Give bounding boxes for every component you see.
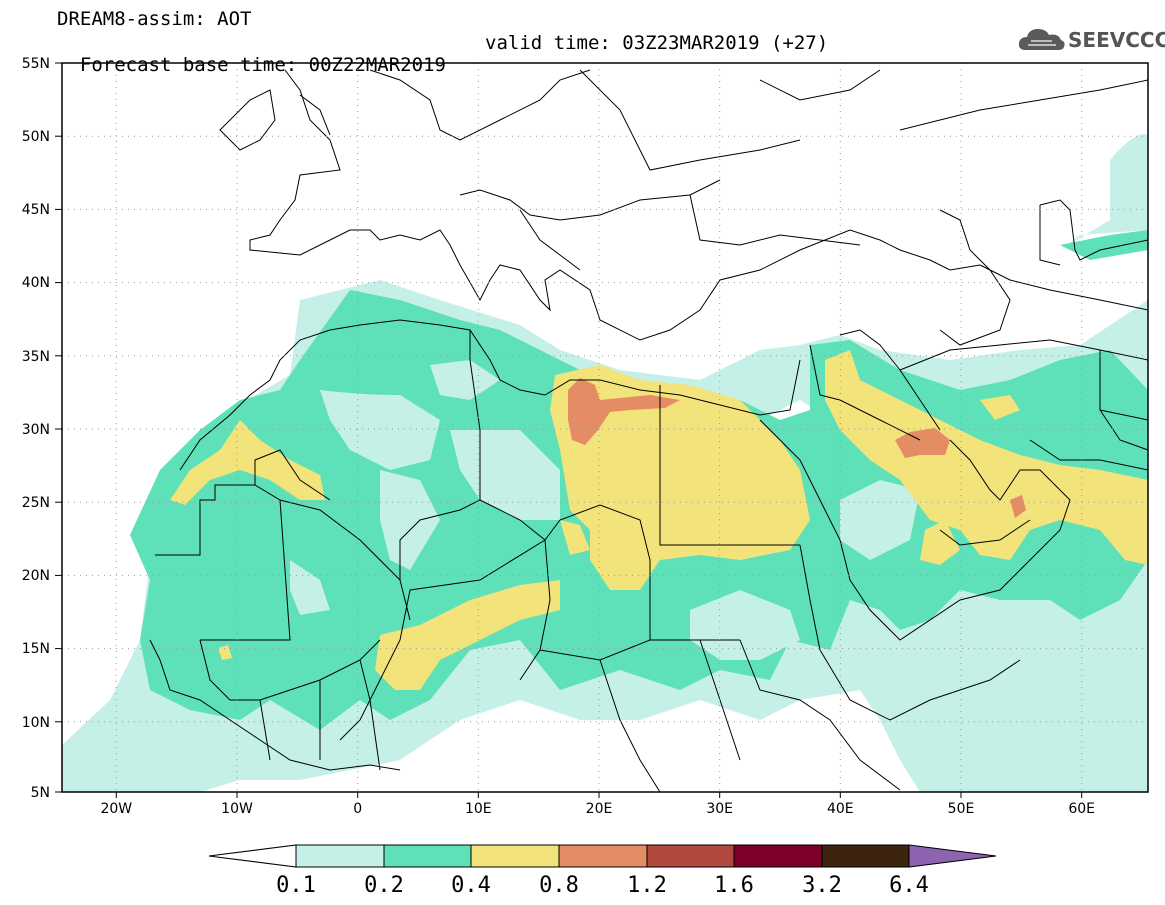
lon-label: 20W (100, 801, 132, 817)
colorbar-swatch (295, 844, 385, 868)
colorbar-swatch (470, 844, 560, 868)
valid-time: valid time: 03Z23MAR2019 (+27) (485, 32, 829, 54)
longitude-labels: 20W 10W 0 10E 20E 30E 40E 50E 60E (100, 801, 1095, 817)
lat-label: 10N (22, 715, 50, 731)
colorbar-label: 6.4 (889, 873, 929, 898)
cloud-icon (1018, 29, 1065, 50)
colorbar-label: 1.6 (714, 873, 754, 898)
colorbar-swatch (733, 844, 823, 868)
lon-label: 10W (221, 801, 253, 817)
colorbar-label: 3.2 (802, 873, 842, 898)
map-title: DREAM8-assim: AOT (57, 8, 252, 30)
colorbar-labels: 0.1 0.2 0.4 0.8 1.2 1.6 3.2 6.4 (276, 873, 929, 898)
colorbar-swatch (821, 844, 910, 868)
lat-label: 55N (22, 56, 50, 72)
colorbar-label: 0.8 (539, 873, 579, 898)
lat-label: 40N (22, 275, 50, 291)
base-time: Forecast base time: 00Z22MAR2019 (79, 54, 446, 76)
aot-contours (62, 134, 1148, 792)
logo-text: SEEVCCC (1068, 28, 1165, 52)
lon-label: 10E (465, 801, 492, 817)
map-borders (149, 69, 1148, 792)
colorbar-label: 0.2 (364, 873, 404, 898)
aot-level-0.8 (568, 378, 680, 445)
lat-label: 50N (22, 129, 50, 145)
seevccc-logo: SEEVCCC (1018, 24, 1165, 54)
lat-label: 20N (22, 568, 50, 584)
latitude-labels: 55N 50N 45N 40N 35N 30N 25N 20N 15N 10N … (22, 56, 50, 801)
colorbar-under-arrow (208, 844, 297, 868)
lat-label: 35N (22, 349, 50, 365)
colorbar-swatch (558, 844, 648, 868)
lat-lon-grid (62, 63, 1148, 792)
colorbar-label: 0.1 (276, 873, 316, 898)
colorbar-label: 0.4 (451, 873, 491, 898)
map-frame (61, 62, 1149, 793)
lon-label: 0 (353, 801, 362, 817)
axis-ticks (55, 62, 1083, 798)
colorbar-over-arrow (908, 844, 997, 868)
forecast-times: Forecast base time: 00Z22MAR2019 valid ti… (57, 32, 828, 76)
lon-label: 30E (706, 801, 733, 817)
lat-label: 5N (31, 785, 50, 801)
lat-label: 30N (22, 422, 50, 438)
colorbar-label: 1.2 (627, 873, 667, 898)
lon-label: 40E (827, 801, 854, 817)
lat-label: 25N (22, 495, 50, 511)
lon-label: 50E (948, 801, 975, 817)
lon-label: 20E (586, 801, 613, 817)
colorbar-swatch (646, 844, 735, 868)
lon-label: 60E (1068, 801, 1095, 817)
lat-label: 15N (22, 641, 50, 657)
colorbar-swatch (383, 844, 472, 868)
colorbar (208, 844, 997, 868)
aot-level-0.4 (550, 365, 810, 590)
lat-label: 45N (22, 202, 50, 218)
